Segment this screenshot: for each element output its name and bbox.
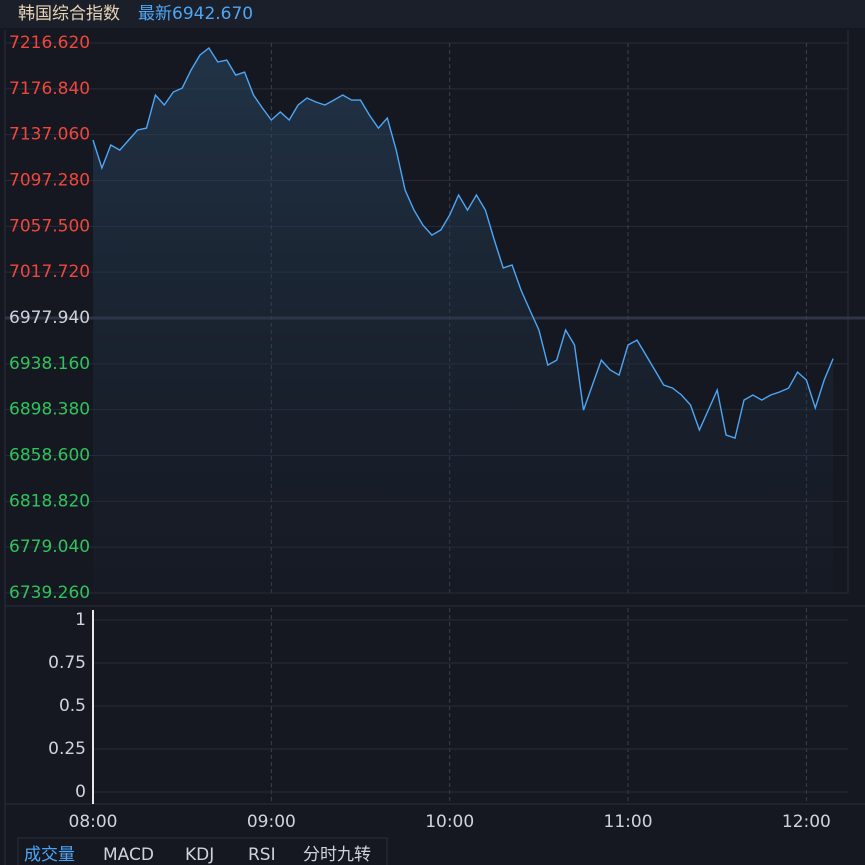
tab[interactable]: MACD (103, 845, 154, 865)
tab[interactable]: RSI (248, 845, 276, 865)
y-tick-label: 6818.820 (9, 491, 90, 511)
tabs[interactable]: 成交量 MACD KDJ RSI 分时九转 (24, 845, 371, 865)
y-tick-label: 7017.720 (9, 262, 90, 282)
tab-bar (17, 837, 388, 865)
y-tick-label: 0.75 (48, 653, 86, 673)
header-bar (0, 0, 865, 28)
y-tick-label: 6938.160 (9, 354, 90, 374)
y-tick-label: 0 (75, 782, 86, 802)
x-tick-label: 12:00 (782, 812, 831, 832)
price-area (93, 48, 834, 593)
tab[interactable]: KDJ (185, 845, 214, 865)
y-tick-label: 6779.040 (9, 537, 90, 557)
x-tick-label: 10:00 (425, 812, 474, 832)
y-tick-label: 6898.380 (9, 400, 90, 420)
tab[interactable]: 分时九转 (303, 845, 371, 865)
latest-value: 6942.670 (172, 4, 253, 24)
tab[interactable]: 成交量 (24, 845, 75, 865)
y-tick-label: 7097.280 (9, 171, 90, 191)
x-tick-label: 08:00 (69, 812, 118, 832)
x-tick-label: 11:00 (604, 812, 653, 832)
y-tick-label: 7176.840 (9, 79, 90, 99)
y-tick-label: 6739.260 (9, 583, 90, 603)
y-tick-label: 0.5 (59, 696, 86, 716)
latest-price: 最新6942.670 (138, 4, 253, 24)
y-tick-label: 7137.060 (9, 125, 90, 145)
index-title: 韩国综合指数 (18, 4, 120, 24)
y-tick-label: 6977.940 (9, 308, 90, 328)
y-tick-label: 6858.600 (9, 446, 90, 466)
y-tick-label: 1 (75, 610, 86, 630)
y-tick-label: 7216.620 (9, 33, 90, 53)
y-tick-label: 0.25 (48, 739, 86, 759)
y-tick-label: 7057.500 (9, 216, 90, 236)
x-tick-label: 09:00 (247, 812, 296, 832)
latest-label: 最新 (138, 4, 172, 24)
price-line (92, 46, 834, 440)
